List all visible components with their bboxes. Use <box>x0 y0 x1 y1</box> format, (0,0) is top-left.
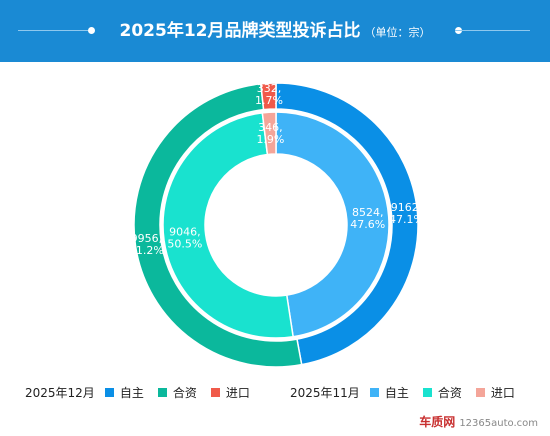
donut-data-label-outer-1: 9956, 51.2% <box>129 232 164 257</box>
legend-swatch <box>475 387 485 397</box>
legend-group-label: 2025年11月 <box>290 385 360 400</box>
legend-item-label: 进口 <box>490 385 515 400</box>
watermark-site: 12365auto.com <box>459 418 538 429</box>
header-dot-left <box>88 27 95 34</box>
legend-swatch <box>157 387 167 397</box>
legend-group-nov: 2025年11月 自主 合资 进口 <box>290 384 529 400</box>
legend-swatch <box>369 387 379 397</box>
donut-chart: 9162, 47.1% 9956, 51.2% 332, 1.7% 8524, 47.6% 90… <box>129 82 424 368</box>
donut-slice-inner-2 <box>261 111 277 156</box>
donut-data-label-inner-0: 8524, 47.6% <box>350 206 385 231</box>
chart-header: 2025年12月品牌类型投诉占比 （单位：宗） <box>0 0 550 62</box>
legend-item-label: 合资 <box>437 385 462 400</box>
legend-swatch <box>104 387 114 397</box>
watermark-logo: 车质网 12365auto.com <box>419 413 538 430</box>
chart-unit: （单位：宗） <box>364 26 431 39</box>
header-rule-left <box>18 30 88 31</box>
legend-item-label: 自主 <box>384 385 409 400</box>
legend-group-label: 2025年12月 <box>25 385 95 400</box>
legend-item-label: 进口 <box>225 385 250 400</box>
donut-slice-inner-1 <box>162 111 294 339</box>
donut-data-label-inner-1: 9046, 50.5% <box>167 226 202 251</box>
chart-title: 2025年12月品牌类型投诉占比 <box>119 21 361 41</box>
donut-data-label-inner-2: 346, 1.9% <box>256 121 284 146</box>
donut-data-label-outer-0: 9162, 47.1% <box>389 201 424 226</box>
donut-slice-inner-0 <box>275 111 390 338</box>
legend-group-dec: 2025年12月 自主 合资 进口 <box>25 384 264 400</box>
legend-swatch <box>210 387 220 397</box>
donut-data-label-outer-2: 332, 1.7% <box>255 82 283 107</box>
title-wrap: 2025年12月品牌类型投诉占比 （单位：宗） <box>100 16 450 46</box>
legend-item-label: 自主 <box>119 385 144 400</box>
header-rule-right <box>455 30 530 31</box>
watermark-brand: 车质网 <box>419 415 456 429</box>
donut-slice-outer-2 <box>259 82 277 111</box>
legend-item-label: 合资 <box>172 385 197 400</box>
legend-swatch <box>422 387 432 397</box>
